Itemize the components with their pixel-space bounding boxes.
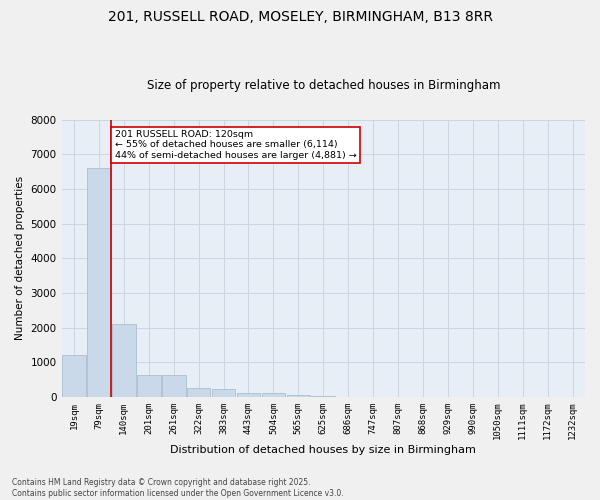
Bar <box>137 376 161 397</box>
Bar <box>262 393 285 397</box>
Bar <box>311 396 335 397</box>
Text: Contains HM Land Registry data © Crown copyright and database right 2025.
Contai: Contains HM Land Registry data © Crown c… <box>12 478 344 498</box>
Bar <box>212 390 235 397</box>
X-axis label: Distribution of detached houses by size in Birmingham: Distribution of detached houses by size … <box>170 445 476 455</box>
Y-axis label: Number of detached properties: Number of detached properties <box>15 176 25 340</box>
Text: 201 RUSSELL ROAD: 120sqm
← 55% of detached houses are smaller (6,114)
44% of sem: 201 RUSSELL ROAD: 120sqm ← 55% of detach… <box>115 130 356 160</box>
Bar <box>187 388 211 397</box>
Bar <box>87 168 111 397</box>
Bar <box>62 356 86 397</box>
Bar <box>162 376 185 397</box>
Bar <box>236 393 260 397</box>
Title: Size of property relative to detached houses in Birmingham: Size of property relative to detached ho… <box>146 79 500 92</box>
Bar <box>287 394 310 397</box>
Text: 201, RUSSELL ROAD, MOSELEY, BIRMINGHAM, B13 8RR: 201, RUSSELL ROAD, MOSELEY, BIRMINGHAM, … <box>107 10 493 24</box>
Bar <box>112 324 136 397</box>
